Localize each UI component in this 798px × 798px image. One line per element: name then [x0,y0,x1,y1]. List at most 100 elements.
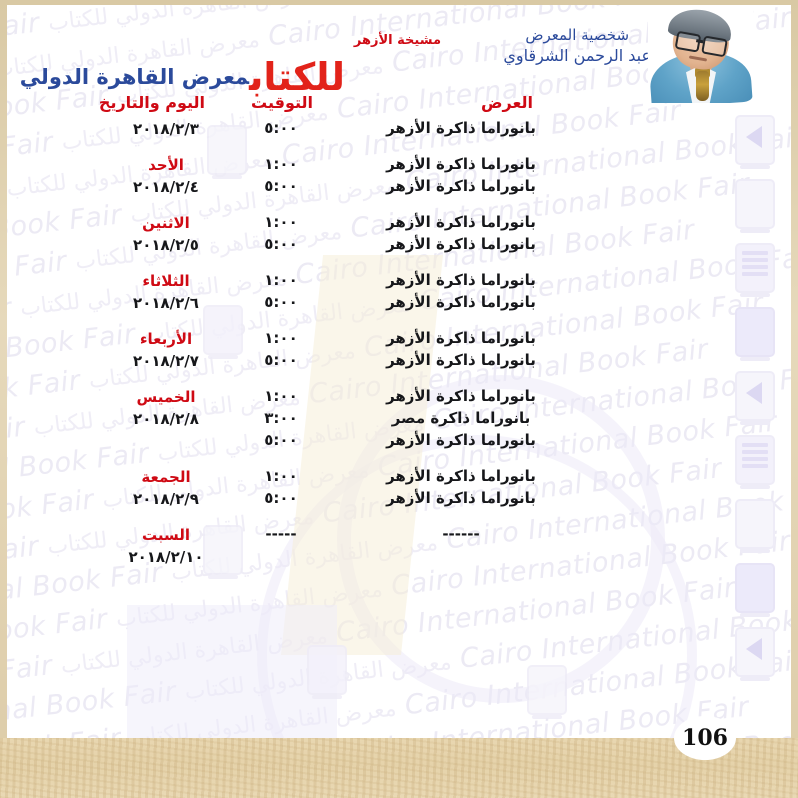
cell-time: ٥:٠٠ [264,351,298,369]
watermark-book-logo-icon [307,645,347,699]
table-row: ٢٠١٨/٢/٩ ٥:٠٠ بانوراما ذاكرة الأزهر [7,489,791,511]
cell-show: بانوراما ذاكرة الأزهر [386,387,536,405]
cell-show: بانوراما ذاكرة الأزهر [386,213,536,231]
section-title-mashyakha: مشيخة الأزهر [353,33,441,48]
cell-time: ٥:٠٠ [264,489,298,507]
cell-time: ١:٠٠ [264,467,298,485]
table-header-row: اليوم والتاريخ التوقيت العرض [7,93,791,119]
table-row: ٢٠١٨/٢/٧ ٥:٠٠ بانوراما ذاكرة الأزهر [7,351,791,373]
table-row: ٢٠١٨/٢/٦ ٥:٠٠ بانوراما ذاكرة الأزهر [7,293,791,315]
table-row: الاثنين ١:٠٠ بانوراما ذاكرة الأزهر [7,213,791,235]
watermark-book-logo-icon [527,665,567,719]
watermark-book-logo-icon [735,435,775,489]
fair-logo-blue-text: معرض القاهرة الدولي [19,65,250,89]
cell-show: بانوراما ذاكرة الأزهر [386,351,536,369]
watermark-book-logo-icon [203,305,243,359]
schedule-day-group: السبت ----- ------ ٢٠١٨/٢/١٠ [7,525,791,569]
cell-day-date: الخميس [101,387,231,406]
cell-time: ٥:٠٠ [264,293,298,311]
cell-time: ١:٠٠ [264,271,298,289]
cell-show: بانوراما ذاكرة الأزهر [386,177,536,195]
watermark-book-logo-icon [203,525,243,579]
table-row: الثلاثاء ١:٠٠ بانوراما ذاكرة الأزهر [7,271,791,293]
cell-show: بانوراما ذاكرة الأزهر [386,155,536,173]
cell-show: بانوراما ذاكرة الأزهر [386,431,536,449]
table-row: ٢٠١٨/٢/٣ ٥:٠٠ بانوراما ذاكرة الأزهر [7,119,791,141]
cell-day-date: الاثنين [101,213,231,232]
table-row: ٢٠١٨/٢/١٠ [7,547,791,569]
fair-logo-red-text: للكتاب [249,55,346,99]
page-number-badge: 106 [674,716,736,760]
cell-show: بانوراما ذاكرة الأزهر [386,489,536,507]
column-header-show: العرض [481,93,533,112]
fair-logo: للكتابمعرض القاهرة الدولي [20,55,351,99]
cell-time: ٥:٠٠ [264,119,298,137]
schedule-day-group: الأربعاء ١:٠٠ بانوراما ذاكرة الأزهر ٢٠١٨/٢/… [7,329,791,373]
table-row: الجمعة ١:٠٠ بانوراما ذاكرة الأزهر [7,467,791,489]
cell-day-date: ٢٠١٨/٢/٣ [101,119,231,138]
footer-band [0,738,798,798]
cell-time: ----- [265,525,297,543]
cell-show: بانوراما ذاكرة الأزهر [386,119,536,137]
day-name: الخميس [136,388,196,406]
table-row: ٢٠١٨/٢/٥ ٥:٠٠ بانوراما ذاكرة الأزهر [7,235,791,257]
schedule-day-group: الاثنين ١:٠٠ بانوراما ذاكرة الأزهر ٢٠١٨/٢/٥… [7,213,791,257]
day-name: الاثنين [142,214,190,232]
schedule-day-group: الخميس ١:٠٠ بانوراما ذاكرة الأزهر ٢٠١٨/٢/٨ ٣… [7,387,791,453]
personality-name: عبد الرحمن الشرقاوي [503,46,651,65]
cell-day-date: ٢٠١٨/٢/٨ [101,409,231,428]
cell-show: بانوراما ذاكرة الأزهر [386,467,536,485]
schedule-table: اليوم والتاريخ التوقيت العرض ٢٠١٨/٢/٣ ٥:٠… [7,93,791,583]
day-name: الأربعاء [139,330,193,348]
watermark-book-logo-icon [735,563,775,617]
schedule-day-group: الجمعة ١:٠٠ بانوراما ذاكرة الأزهر ٢٠١٨/٢/٩ ٥… [7,467,791,511]
schedule-day-group: الأحد ١:٠٠ بانوراما ذاكرة الأزهر ٢٠١٨/٢/٤ ٥:… [7,155,791,199]
cell-day-date: الجمعة [101,467,231,486]
schedule-day-group: الثلاثاء ١:٠٠ بانوراما ذاكرة الأزهر ٢٠١٨/٢/… [7,271,791,315]
cell-time: ٥:٠٠ [264,177,298,195]
day-date: ٢٠١٨/٢/٣ [133,120,199,138]
watermark-book-logo-icon [735,179,775,233]
watermark-book-logo-icon [735,499,775,553]
day-date: ٢٠١٨/٢/٧ [133,352,199,370]
table-row: الخميس ١:٠٠ بانوراما ذاكرة الأزهر [7,387,791,409]
cell-time: ١:٠٠ [264,155,298,173]
page-sheet: Cairo International Book Fair معرض القاه… [7,5,791,780]
watermark-book-logo-icon [735,115,775,169]
day-date: ٢٠١٨/٢/٤ [133,178,199,196]
cell-time: ٥:٠٠ [264,235,298,253]
day-date: ٢٠١٨/٢/١٠ [128,548,204,566]
cell-show: بانوراما ذاكرة الأزهر [386,329,536,347]
table-row: الأربعاء ١:٠٠ بانوراما ذاكرة الأزهر [7,329,791,351]
cell-show: بانوراما ذاكرة مصر [391,409,531,427]
day-date: ٢٠١٨/٢/٦ [133,294,199,312]
watermark-book-logo-icon [207,125,247,179]
day-name: الجمعة [141,468,191,486]
cell-show: بانوراما ذاكرة الأزهر [386,271,536,289]
personality-portrait-image [648,7,753,103]
day-name: الثلاثاء [142,272,190,290]
table-row: ٢٠١٨/٢/٨ ٣:٠٠ بانوراما ذاكرة مصر [7,409,791,431]
table-row: ٥:٠٠ بانوراما ذاكرة الأزهر [7,431,791,453]
day-name: السبت [141,526,191,544]
cell-day-date: السبت [101,525,231,544]
cell-day-date: ٢٠١٨/٢/٥ [101,235,231,254]
cell-day-date: ٢٠١٨/٢/٧ [101,351,231,370]
watermark-book-logo-icon [735,307,775,361]
table-row: ٢٠١٨/٢/٤ ٥:٠٠ بانوراما ذاكرة الأزهر [7,177,791,199]
cell-day-date: ٢٠١٨/٢/٦ [101,293,231,312]
schedule-day-group: ٢٠١٨/٢/٣ ٥:٠٠ بانوراما ذاكرة الأزهر [7,119,791,141]
cell-time: ٣:٠٠ [264,409,298,427]
cell-time: ١:٠٠ [264,387,298,405]
watermark-book-logo-icon [735,243,775,297]
table-row: الأحد ١:٠٠ بانوراما ذاكرة الأزهر [7,155,791,177]
column-header-time: التوقيت [251,93,313,112]
cell-day-date: ٢٠١٨/٢/٩ [101,489,231,508]
table-row: السبت ----- ------ [7,525,791,547]
cell-time: ٥:٠٠ [264,431,298,449]
personality-label: شخصية المعرض [525,26,630,44]
watermark-book-logo-icon [735,371,775,425]
cell-time: ١:٠٠ [264,213,298,231]
column-header-day-date: اليوم والتاريخ [98,93,205,112]
